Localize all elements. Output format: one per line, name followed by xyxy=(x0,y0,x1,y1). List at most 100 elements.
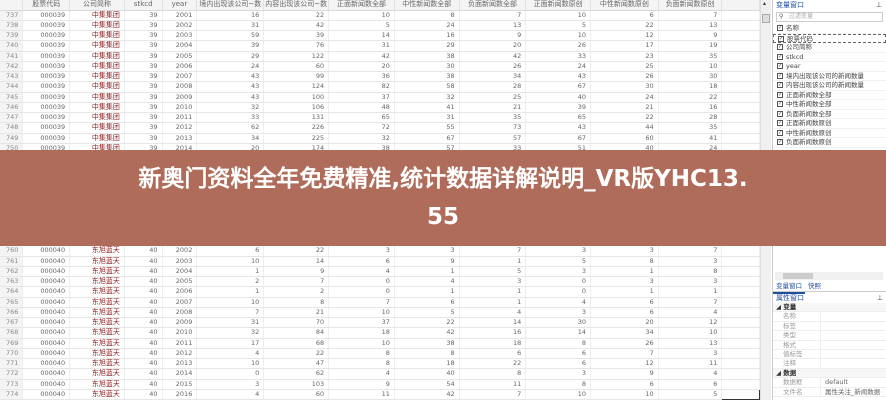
table-cell[interactable]: 东旭蓝天 xyxy=(69,245,125,257)
table-cell[interactable] xyxy=(721,327,760,339)
table-cell[interactable] xyxy=(721,245,760,257)
table-cell[interactable]: 5 xyxy=(658,389,723,400)
column-header[interactable]: 中性新闻数全部 xyxy=(394,0,460,11)
table-cell[interactable]: 东旭蓝天 xyxy=(69,379,125,390)
table-cell[interactable]: 73 xyxy=(459,122,527,134)
table-cell[interactable]: 9 xyxy=(394,256,460,267)
table-cell[interactable]: 72 xyxy=(328,122,395,134)
table-cell[interactable]: 4 xyxy=(196,389,265,400)
table-cell[interactable]: 3 xyxy=(525,307,592,319)
table-cell[interactable]: 8 xyxy=(459,368,527,380)
table-cell[interactable]: 21 xyxy=(459,102,527,114)
property-row[interactable]: 数据框 default xyxy=(773,378,886,388)
table-cell[interactable]: 1 xyxy=(394,266,460,278)
column-header[interactable] xyxy=(721,0,760,11)
table-cell[interactable]: 3 xyxy=(658,276,723,288)
column-header[interactable] xyxy=(0,0,24,11)
table-cell[interactable] xyxy=(721,40,760,52)
row-number[interactable]: 767 xyxy=(0,317,24,329)
checkbox[interactable]: ✓ xyxy=(777,44,783,50)
table-cell[interactable]: 4 xyxy=(196,348,265,360)
table-cell[interactable]: 39 xyxy=(124,102,163,114)
table-cell[interactable]: 16 xyxy=(459,327,527,339)
table-cell[interactable]: 000039 xyxy=(22,20,71,32)
table-cell[interactable]: 38 xyxy=(394,51,460,62)
table-cell[interactable]: 2007 xyxy=(162,71,198,83)
table-cell[interactable]: 18 xyxy=(658,81,723,93)
table-cell[interactable]: 9 xyxy=(263,266,330,278)
table-cell[interactable]: 中集集团 xyxy=(69,61,125,73)
table-cell[interactable]: 20 xyxy=(459,40,527,52)
table-cell[interactable]: 2 xyxy=(196,276,265,288)
variable-item[interactable]: ✓ 正面新闻数全部 xyxy=(773,91,886,100)
table-cell[interactable]: 0 xyxy=(196,368,265,380)
table-cell[interactable]: 3 xyxy=(658,348,723,360)
table-cell[interactable]: 68 xyxy=(263,338,330,349)
table-cell[interactable]: 22 xyxy=(459,358,527,370)
table-cell[interactable]: 中集集团 xyxy=(69,102,125,114)
table-cell[interactable]: 40 xyxy=(124,256,163,267)
row-number[interactable]: 765 xyxy=(0,297,24,308)
table-cell[interactable]: 42 xyxy=(328,51,395,62)
table-cell[interactable]: 3 xyxy=(590,245,659,257)
table-cell[interactable]: 84 xyxy=(263,327,330,339)
row-number[interactable]: 773 xyxy=(0,379,24,390)
table-cell[interactable]: 中集集团 xyxy=(69,20,125,32)
table-cell[interactable]: 14 xyxy=(263,256,330,267)
property-row[interactable]: 文件名 属性关注_新闻数据 xyxy=(773,387,886,397)
table-cell[interactable]: 225 xyxy=(263,133,330,144)
table-cell[interactable]: 35 xyxy=(658,122,723,134)
variables-header[interactable]: ✓ 名称 xyxy=(773,24,886,34)
row-number[interactable]: 748 xyxy=(0,122,24,134)
table-cell[interactable]: 40 xyxy=(124,379,163,390)
checkbox[interactable]: ✓ xyxy=(777,63,783,69)
variable-item[interactable]: ✓ 负面新闻数全部 xyxy=(773,110,886,119)
table-cell[interactable]: 70 xyxy=(263,317,330,329)
table-cell[interactable]: 2003 xyxy=(162,30,198,42)
column-header[interactable]: year xyxy=(162,0,198,11)
checkbox[interactable]: ✓ xyxy=(777,129,783,136)
table-cell[interactable]: 000040 xyxy=(22,297,71,308)
table-cell[interactable]: 40 xyxy=(124,327,163,339)
table-cell[interactable]: 东旭蓝天 xyxy=(69,368,125,380)
table-cell[interactable]: 18 xyxy=(459,338,527,349)
table-cell[interactable]: 3 xyxy=(525,245,592,257)
table-cell[interactable]: 30 xyxy=(658,71,723,83)
tab-snapshots[interactable]: 快照 xyxy=(808,282,821,290)
table-cell[interactable]: 10 xyxy=(196,358,265,370)
property-group[interactable]: ◢ 数据 xyxy=(773,368,886,379)
table-cell[interactable]: 000039 xyxy=(22,71,71,83)
table-cell[interactable]: 48 xyxy=(328,102,395,114)
table-cell[interactable]: 39 xyxy=(124,51,163,62)
table-cell[interactable]: 3 xyxy=(196,379,265,390)
table-cell[interactable]: 25 xyxy=(590,61,659,73)
table-cell[interactable]: 000039 xyxy=(22,92,71,103)
table-cell[interactable]: 中集集团 xyxy=(69,51,125,62)
table-cell[interactable]: 29 xyxy=(196,51,265,62)
table-cell[interactable]: 24 xyxy=(525,61,592,73)
checkbox[interactable]: ✓ xyxy=(777,91,783,98)
table-cell[interactable]: 28 xyxy=(658,112,723,124)
table-cell[interactable]: 8 xyxy=(328,358,395,370)
table-cell[interactable]: 中集集团 xyxy=(69,133,125,144)
table-cell[interactable]: 14 xyxy=(525,327,592,339)
table-cell[interactable]: 2008 xyxy=(162,81,198,93)
table-cell[interactable]: 40 xyxy=(124,358,163,370)
table-cell[interactable]: 中集集团 xyxy=(69,122,125,134)
table-cell[interactable]: 2005 xyxy=(162,276,198,288)
table-cell[interactable]: 32 xyxy=(196,327,265,339)
table-cell[interactable]: 31 xyxy=(196,20,265,32)
table-cell[interactable]: 1 xyxy=(658,286,723,298)
table-cell[interactable]: 000040 xyxy=(22,348,71,360)
row-number[interactable]: 762 xyxy=(0,266,24,278)
table-cell[interactable]: 31 xyxy=(328,40,395,52)
table-cell[interactable]: 10 xyxy=(328,338,395,349)
table-cell[interactable]: 4 xyxy=(525,297,592,308)
table-cell[interactable]: 100 xyxy=(263,92,330,103)
table-cell[interactable]: 40 xyxy=(124,307,163,319)
table-cell[interactable]: 40 xyxy=(124,368,163,380)
table-cell[interactable]: 18 xyxy=(328,327,395,339)
table-cell[interactable] xyxy=(721,358,760,370)
table-cell[interactable]: 2001 xyxy=(162,10,198,21)
table-cell[interactable] xyxy=(721,10,760,21)
